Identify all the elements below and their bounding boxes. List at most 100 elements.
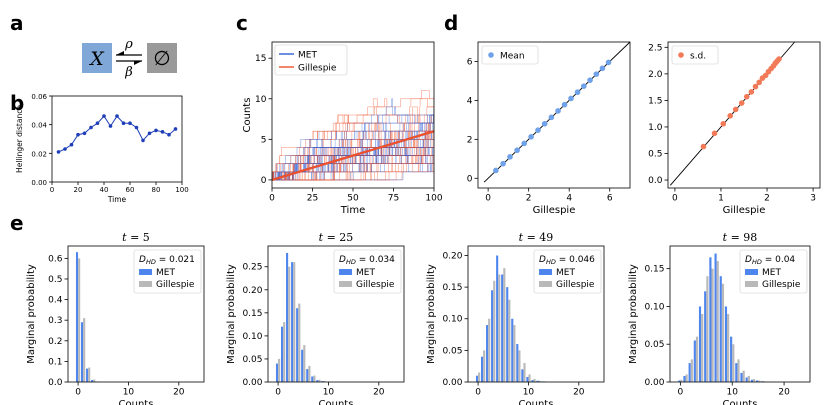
- bar-met: [511, 318, 514, 382]
- legend-swatch: [339, 269, 352, 275]
- y-tick-label: 2.0: [648, 70, 663, 80]
- axes-c: 0 25 50 75 100 0 5 10 15 Time Counts: [242, 41, 443, 216]
- x-tick-label: 20: [373, 388, 385, 398]
- bar-gillespie: [323, 381, 326, 382]
- legend-marker: [488, 52, 494, 58]
- x-tick-label: 10: [323, 388, 335, 398]
- x-axis-label: Time: [340, 205, 365, 216]
- x-tick-label: 80: [152, 186, 161, 194]
- x-tick-label: 0: [485, 194, 491, 204]
- bar-met: [724, 306, 728, 382]
- legend-box: [671, 45, 719, 65]
- bar-gillespie: [737, 359, 740, 382]
- x-axis-label: Counts: [319, 399, 354, 405]
- bar-met: [306, 369, 309, 382]
- bar-met: [693, 340, 696, 382]
- hellinger-annotation: DHD = 0.021: [139, 255, 195, 266]
- legend-box: [481, 45, 539, 65]
- data-point-hellinger: [134, 125, 139, 130]
- bar-met: [516, 344, 519, 382]
- y-axis-label: Marginal probability: [426, 264, 437, 364]
- data-point-mean: [599, 65, 606, 72]
- x-tick-label: 75: [388, 194, 399, 204]
- annotation-subscript: HD: [146, 258, 156, 266]
- legend-d2: s.d.: [671, 45, 719, 65]
- bar-gillespie: [318, 379, 321, 382]
- bar-gillespie: [83, 318, 86, 382]
- data-point-mean: [521, 140, 528, 147]
- legend-label: MET: [356, 268, 375, 278]
- data-point-mean: [605, 59, 612, 66]
- x-tick-label: 0: [672, 194, 678, 204]
- data-point-sd: [738, 100, 745, 106]
- data-point-hellinger: [95, 121, 100, 126]
- bar-met: [475, 375, 479, 382]
- bar-gillespie: [758, 380, 761, 382]
- panel-label-a: a: [10, 11, 24, 35]
- y-tick-label: 0.2: [48, 337, 62, 347]
- y-axis-label: Marginal probability: [628, 264, 639, 364]
- y-tick-label: 6: [467, 57, 473, 67]
- data-point-sd: [727, 112, 733, 119]
- y-tick-label: 0.0: [648, 176, 663, 186]
- bar-gillespie: [721, 283, 725, 382]
- legend-swatch: [139, 281, 152, 287]
- bar-met: [486, 325, 489, 382]
- y-tick-label: 0.10: [644, 302, 664, 312]
- annotation-subscript: HD: [752, 258, 762, 266]
- bar-gillespie: [690, 359, 693, 382]
- title-variable: t: [319, 231, 324, 244]
- bar-gillespie: [493, 280, 496, 382]
- legend-swatch: [539, 281, 552, 287]
- y-tick-label: 0.20: [442, 251, 462, 261]
- axes-b: 0 20 40 60 80 100 0.00 0.02 0.04 0.06 Time Hellinge…: [15, 93, 189, 204]
- panel-label-e: e: [10, 211, 24, 235]
- chart-title-e2: t = 25: [319, 231, 354, 244]
- data-point-hellinger: [82, 131, 87, 136]
- data-point-mean: [568, 95, 574, 102]
- legend-swatch: [139, 269, 152, 275]
- bar-met: [740, 372, 743, 382]
- data-point-mean: [561, 101, 568, 108]
- y-tick-label: 10: [255, 95, 267, 105]
- annotation-value: = 0.034: [356, 255, 395, 265]
- data-point-sd: [700, 143, 707, 150]
- bar-met: [275, 363, 279, 382]
- legend-label: MET: [762, 268, 781, 278]
- bar-met: [745, 377, 748, 382]
- bar-gillespie: [711, 268, 714, 382]
- x-tick-label: 20: [173, 388, 185, 398]
- bar-met: [301, 349, 304, 382]
- x-tick-label: 0: [50, 186, 54, 194]
- annotation-symbol: D: [539, 255, 546, 265]
- bar-gillespie: [283, 322, 286, 382]
- bar-met: [75, 252, 79, 382]
- data-point-hellinger: [108, 124, 113, 128]
- y-tick-label: 0.1: [48, 357, 62, 367]
- annotation-symbol: D: [745, 255, 752, 265]
- data-point-mean: [548, 114, 555, 121]
- legend-d1: Mean: [481, 45, 539, 65]
- y-tick-label: 0.5: [48, 275, 62, 285]
- bar-met: [536, 380, 539, 382]
- bar-gillespie: [695, 336, 699, 382]
- y-tick-label: 5: [261, 135, 267, 145]
- data-point-sd: [732, 106, 739, 113]
- hellinger-annotation: DHD = 0.034: [339, 255, 395, 266]
- bar-gillespie: [313, 375, 316, 382]
- axes-e2: 0 10 20 0.00 0.05 0.10 0.15 0.20 0.25 Counts Margi…: [226, 245, 405, 405]
- x-tick-label: 1: [718, 194, 724, 204]
- axes-e3: 0 10 20 0.00 0.05 0.10 0.15 0.20 Counts Marginal …: [426, 245, 605, 405]
- x-axis-label: Gillespie: [723, 205, 766, 216]
- annotation-subscript: HD: [546, 258, 556, 266]
- axes-e4: 0 10 20 0.00 0.05 0.10 0.15 Counts Marginal prob…: [628, 245, 811, 405]
- bar-met: [683, 375, 686, 382]
- bar-met: [321, 381, 324, 382]
- data-point-mean: [574, 89, 581, 96]
- bar-gillespie: [747, 375, 750, 382]
- data-point-mean: [541, 120, 548, 127]
- data-point-mean: [493, 167, 499, 174]
- bar-met: [506, 287, 509, 382]
- data-point-sd: [776, 56, 782, 62]
